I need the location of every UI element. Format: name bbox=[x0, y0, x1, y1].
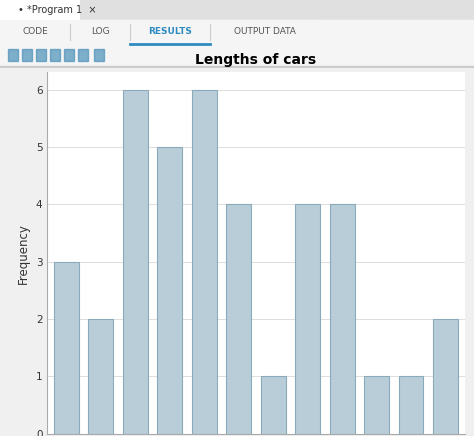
Bar bbox=[0, 20, 474, 44]
Bar bbox=[130, 20, 210, 44]
Bar bbox=[261, 376, 286, 434]
Bar bbox=[50, 49, 60, 61]
Bar bbox=[123, 89, 148, 434]
Bar bbox=[22, 49, 32, 61]
Bar bbox=[94, 49, 104, 61]
Bar bbox=[157, 147, 182, 434]
Bar bbox=[192, 89, 217, 434]
Bar bbox=[89, 319, 113, 434]
Bar bbox=[399, 376, 423, 434]
Bar bbox=[226, 204, 251, 434]
Bar bbox=[70, 20, 130, 44]
Bar bbox=[64, 49, 74, 61]
Text: OUTPUT DATA: OUTPUT DATA bbox=[234, 27, 296, 37]
Bar bbox=[36, 49, 46, 61]
Bar bbox=[210, 20, 320, 44]
Bar bbox=[0, 44, 474, 66]
Bar bbox=[54, 262, 79, 434]
Bar bbox=[330, 204, 355, 434]
Bar bbox=[8, 49, 18, 61]
Bar bbox=[78, 49, 88, 61]
Bar bbox=[295, 204, 320, 434]
Bar bbox=[0, 0, 474, 20]
Bar bbox=[433, 319, 458, 434]
Text: RESULTS: RESULTS bbox=[148, 27, 192, 37]
Bar bbox=[364, 376, 389, 434]
Text: LOG: LOG bbox=[91, 27, 109, 37]
Bar bbox=[0, 20, 70, 44]
Text: • *Program 1  ×: • *Program 1 × bbox=[18, 5, 97, 15]
Text: CODE: CODE bbox=[22, 27, 48, 37]
Title: Lengths of cars: Lengths of cars bbox=[195, 53, 317, 67]
Y-axis label: Frequency: Frequency bbox=[18, 223, 30, 283]
Bar bbox=[0, 0, 80, 20]
